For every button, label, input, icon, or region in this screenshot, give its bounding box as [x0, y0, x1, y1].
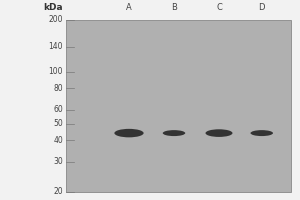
Text: 30: 30 [53, 157, 63, 166]
Text: 60: 60 [53, 105, 63, 114]
Text: A: A [126, 3, 132, 12]
Text: 200: 200 [49, 16, 63, 24]
Bar [66, 20, 291, 192]
Text: D: D [259, 3, 265, 12]
Ellipse shape [114, 129, 144, 137]
Text: B: B [171, 3, 177, 12]
Text: C: C [216, 3, 222, 12]
Ellipse shape [250, 130, 273, 136]
Text: 20: 20 [53, 188, 63, 196]
Text: 100: 100 [49, 67, 63, 76]
Text: 50: 50 [53, 119, 63, 128]
Text: 80: 80 [53, 84, 63, 93]
Text: 40: 40 [53, 136, 63, 145]
Text: 140: 140 [49, 42, 63, 51]
Ellipse shape [163, 130, 185, 136]
Ellipse shape [206, 129, 233, 137]
Text: kDa: kDa [44, 3, 63, 12]
